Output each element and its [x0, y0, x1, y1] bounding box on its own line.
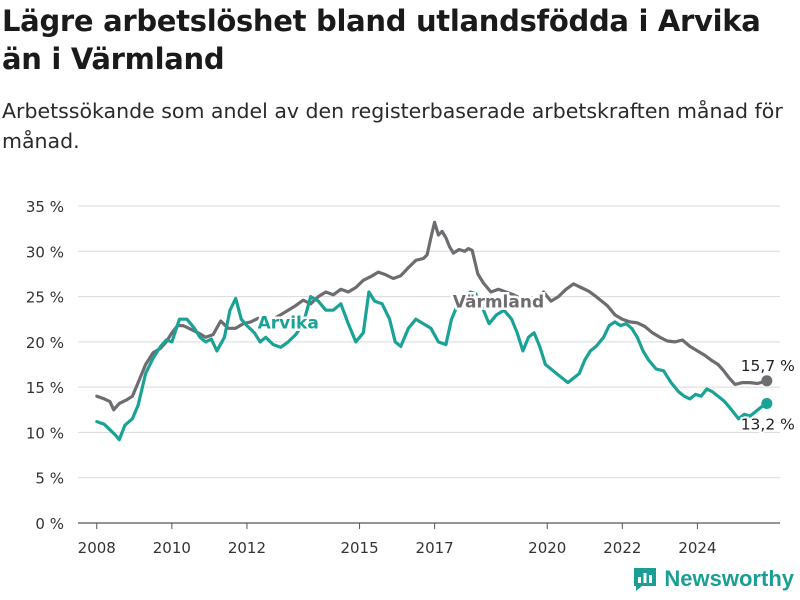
- x-tick-label: 2012: [228, 539, 266, 557]
- x-tick-label: 2017: [416, 539, 454, 557]
- series-end-label-arvika: 13,2 %: [741, 415, 795, 433]
- y-tick-label: 30 %: [26, 243, 64, 261]
- series-label-arvika: Arvika: [258, 313, 319, 333]
- series-endpoint-värmland: [761, 375, 773, 387]
- series-label-värmland: Värmland: [453, 292, 544, 312]
- y-tick-label: 15 %: [26, 379, 64, 397]
- unemployment-line-chart: 0 % 5 % 10 % 15 % 20 % 25 % 30 % 35 % 2008 2010 20…: [26, 198, 797, 557]
- x-tick-label: 2010: [153, 539, 191, 557]
- x-tick-label: 2008: [78, 539, 116, 557]
- newsworthy-logo-icon: [634, 568, 657, 591]
- x-tick-label: 2022: [603, 539, 641, 557]
- y-tick-label: 10 %: [26, 424, 64, 442]
- series-line-värmland: [95, 220, 769, 412]
- brand-logo: Newsworthy: [632, 566, 794, 592]
- y-tick-label: 5 %: [35, 470, 64, 488]
- chart-subtitle: Arbetssökande som andel av den registerb…: [2, 99, 783, 153]
- y-tick-label: 20 %: [26, 334, 64, 352]
- series-endpoint-arvika: [761, 397, 773, 409]
- x-tick-label: 2020: [528, 539, 566, 557]
- y-tick-label: 35 %: [26, 198, 64, 216]
- series-end-label-värmland: 15,7 %: [741, 357, 795, 375]
- x-tick-label: 2024: [678, 539, 716, 557]
- brand-name: Newsworthy: [664, 566, 794, 591]
- series-line-arvika: [95, 290, 769, 442]
- y-tick-label: 0 %: [35, 515, 64, 533]
- page-title: Lägre arbetslöshet bland utlandsfödda i …: [2, 4, 761, 76]
- x-tick-label: 2015: [340, 539, 378, 557]
- y-tick-label: 25 %: [26, 289, 64, 307]
